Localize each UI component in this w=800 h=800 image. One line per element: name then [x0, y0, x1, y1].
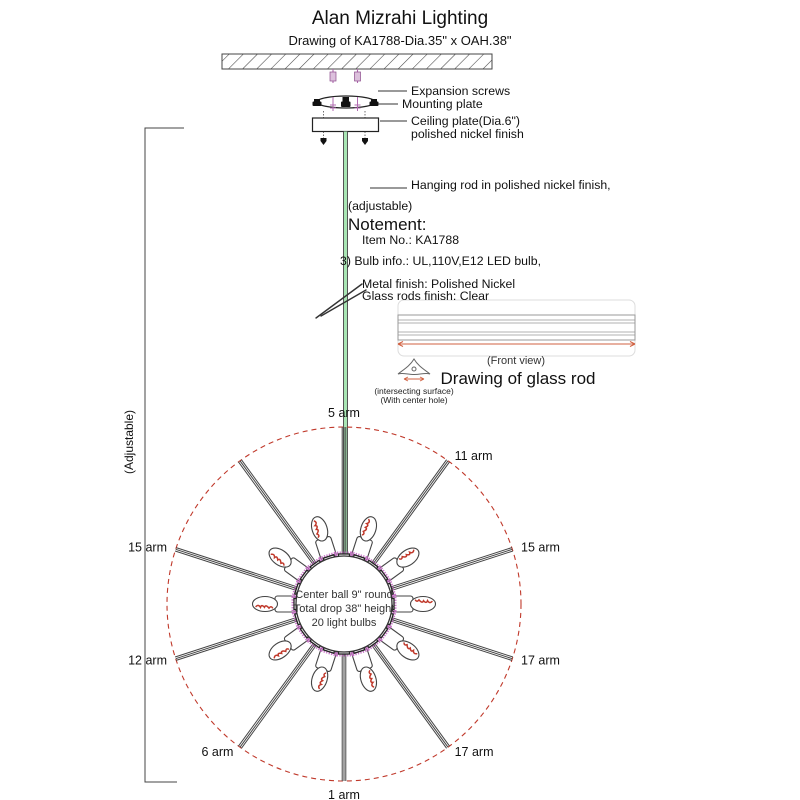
svg-text:Notement:: Notement:: [348, 215, 426, 234]
svg-text:Drawing of glass rod: Drawing of glass rod: [441, 369, 596, 388]
svg-text:(Adjustable): (Adjustable): [122, 410, 136, 474]
svg-text:Glass rods finish: Clear: Glass rods finish: Clear: [362, 289, 489, 303]
svg-text:5 arm: 5 arm: [328, 406, 360, 420]
svg-text:Mounting plate: Mounting plate: [402, 97, 483, 111]
svg-text:20 light bulbs: 20 light bulbs: [312, 617, 377, 629]
svg-text:(adjustable): (adjustable): [348, 199, 412, 213]
svg-text:Total drop 38" height: Total drop 38" height: [294, 603, 395, 615]
svg-text:17 arm: 17 arm: [455, 745, 494, 759]
svg-text:6 arm: 6 arm: [201, 745, 233, 759]
svg-text:15 arm: 15 arm: [521, 540, 560, 554]
svg-text:Ceiling plate(Dia.6"): Ceiling plate(Dia.6"): [411, 114, 520, 128]
svg-text:(Front view): (Front view): [487, 355, 545, 367]
svg-text:Item No.: KA1788: Item No.: KA1788: [362, 233, 459, 247]
svg-text:15 arm: 15 arm: [128, 540, 167, 554]
svg-text:1 arm: 1 arm: [328, 788, 360, 800]
svg-text:3) Bulb info.: UL,110V,E12 LED: 3) Bulb info.: UL,110V,E12 LED bulb,: [340, 254, 541, 268]
svg-text:12 arm: 12 arm: [128, 654, 167, 668]
svg-text:polished nickel finish: polished nickel finish: [411, 127, 524, 141]
svg-text:Expansion screws: Expansion screws: [411, 84, 510, 98]
svg-text:(With center hole): (With center hole): [380, 395, 447, 405]
svg-text:11 arm: 11 arm: [455, 449, 493, 463]
svg-text:Hanging rod in polished nickel: Hanging rod in polished nickel finish,: [411, 178, 611, 192]
svg-text:Center ball 9" round: Center ball 9" round: [295, 589, 392, 601]
svg-text:17 arm: 17 arm: [521, 654, 560, 668]
